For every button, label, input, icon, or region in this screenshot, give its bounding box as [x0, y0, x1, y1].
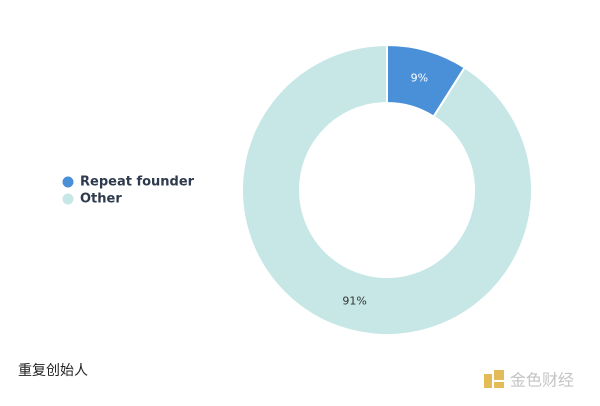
legend-label: Other	[80, 192, 122, 207]
legend-swatch	[62, 193, 74, 205]
watermark: 金色财经	[484, 370, 574, 390]
legend: Repeat founder Other	[62, 175, 195, 207]
logo-part	[484, 374, 492, 388]
legend-swatch	[62, 176, 74, 188]
logo-part	[494, 370, 504, 380]
data-label: 91%	[342, 294, 366, 307]
slice	[241, 43, 533, 336]
logo-part	[494, 382, 504, 388]
legend-label: Repeat founder	[80, 175, 195, 190]
donut: 9% 91%	[241, 43, 533, 336]
data-label: 9%	[411, 72, 428, 85]
caption: 重复创始人	[18, 362, 88, 379]
watermark-text: 金色财经	[510, 371, 574, 390]
